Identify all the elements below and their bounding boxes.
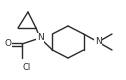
Text: O: O — [5, 40, 11, 48]
Text: N: N — [37, 34, 43, 42]
Text: N: N — [95, 38, 101, 46]
Text: Cl: Cl — [23, 62, 31, 72]
